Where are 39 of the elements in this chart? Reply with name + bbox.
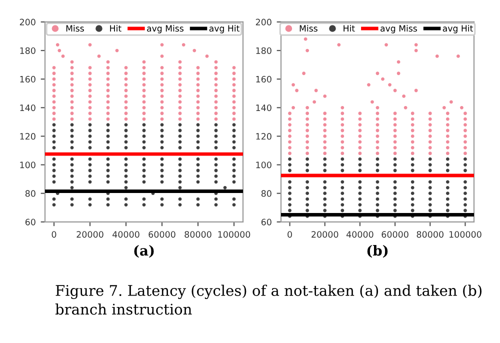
x-tick-label: 80000 <box>416 231 444 238</box>
x-tick-label: 40000 <box>346 231 374 238</box>
legend-label: avg Miss <box>147 24 184 34</box>
legend-label: Miss <box>300 24 318 32</box>
legend-label: Miss <box>66 24 84 32</box>
legend-label: Hit <box>344 24 355 32</box>
y-tick-label: 120 <box>20 133 36 140</box>
x-tick-label: 0 <box>52 231 56 238</box>
y-tick-label: 60 <box>261 218 272 226</box>
x-tick-label: 60000 <box>148 231 176 238</box>
x-tick-label: 20000 <box>76 231 104 238</box>
y-tick-label: 180 <box>20 47 36 54</box>
y-tick-label: 200 <box>256 18 272 26</box>
x-tick-label: 80000 <box>184 231 212 238</box>
y-tick-label: 120 <box>256 133 272 140</box>
legend-label: avg Hit <box>209 24 240 34</box>
x-tick-label: 100000 <box>218 231 250 238</box>
y-tick-label: 140 <box>20 104 36 112</box>
caption: Figure 7. Latency (cycles) of a not-taken (a) and taken (b) branch instruction <box>55 284 482 315</box>
legend-label: avg Miss <box>380 24 417 34</box>
x-axis-title: (a) <box>134 244 154 258</box>
legend-label: avg Hit <box>442 24 473 34</box>
legend-label: Hit <box>110 24 122 32</box>
y-tick-label: 160 <box>20 76 36 83</box>
y-tick-label: 80 <box>261 190 272 197</box>
x-tick-label: 60000 <box>382 231 408 238</box>
y-tick-label: 100 <box>20 162 36 168</box>
y-tick-label: 100 <box>256 162 272 168</box>
y-tick-label: 180 <box>256 47 272 54</box>
x-tick-label: 0 <box>288 231 292 238</box>
x-tick-label: 100000 <box>449 231 482 238</box>
x-tick-label: 20000 <box>312 231 338 238</box>
y-tick-label: 160 <box>256 76 272 83</box>
y-tick-label: 200 <box>20 18 36 26</box>
x-axis-title: (b) <box>367 244 388 258</box>
x-tick-label: 40000 <box>112 231 140 238</box>
y-tick-label: 60 <box>25 218 36 226</box>
y-tick-label: 140 <box>256 104 272 112</box>
y-tick-label: 80 <box>25 190 36 197</box>
